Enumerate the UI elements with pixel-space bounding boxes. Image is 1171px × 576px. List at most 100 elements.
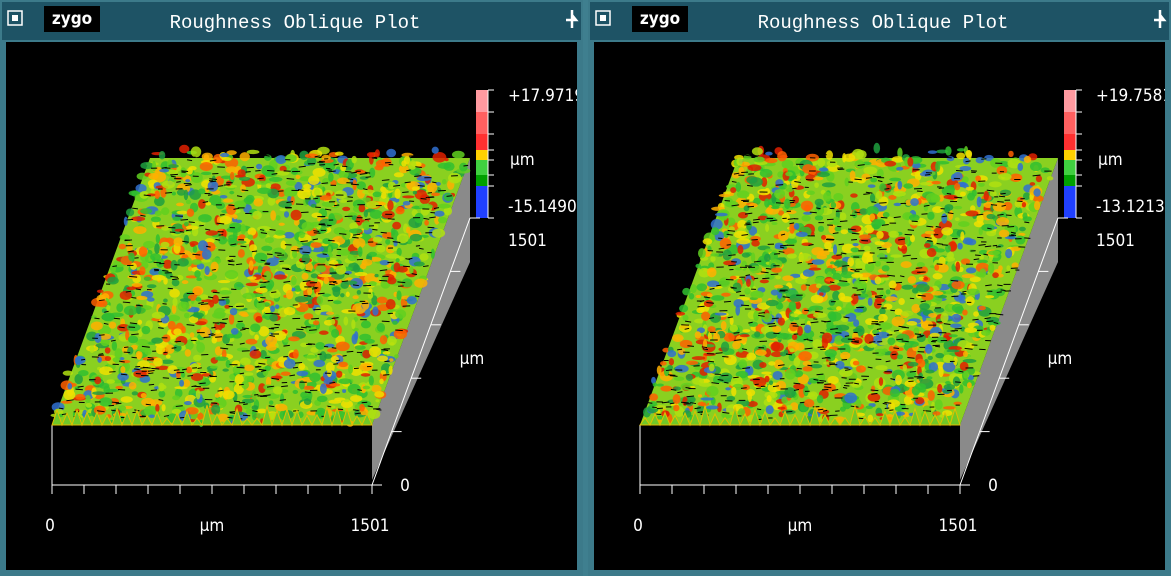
surface-texture [444, 193, 454, 201]
surface-texture [669, 358, 674, 365]
surface-texture [120, 366, 125, 373]
surface-texture [173, 328, 181, 335]
surface-texture [788, 233, 796, 239]
surface-texture [344, 317, 349, 326]
surface-texture [1041, 167, 1050, 173]
surface-texture [173, 298, 178, 307]
surface-texture [827, 160, 838, 167]
surface-texture [924, 243, 931, 248]
surface-texture [373, 236, 383, 242]
plot-canvas: zygoRoughness Oblique Plot+19.75815µm-13… [588, 0, 1171, 576]
screen: zygoRoughness Oblique Plot+17.97190µm-15… [0, 0, 1171, 576]
surface-contour [229, 412, 235, 413]
scale-unit: µm [510, 150, 535, 170]
surface-texture [851, 247, 860, 252]
surface-texture [99, 383, 109, 389]
surface-texture [409, 267, 413, 274]
surface-texture [901, 261, 912, 268]
plot-window: zygoRoughness Oblique Plot+17.97190µm-15… [0, 0, 583, 576]
surface-texture [798, 351, 812, 361]
surface-texture [328, 400, 341, 404]
surface-texture [112, 341, 117, 351]
surface-texture [310, 242, 321, 248]
surface-texture [917, 262, 925, 267]
surface-texture [1006, 265, 1010, 271]
surface-contour [267, 170, 274, 171]
surface-texture [311, 273, 318, 278]
surface-texture [205, 266, 210, 275]
surface-texture [719, 277, 730, 287]
surface-texture [341, 281, 349, 288]
surface-contour [668, 375, 675, 376]
surface-texture [252, 405, 259, 410]
colorbar-segment [476, 150, 488, 160]
surface-texture [208, 181, 219, 192]
surface-texture [230, 172, 234, 180]
surface-texture [801, 215, 810, 222]
surface-texture [850, 193, 858, 197]
surface-contour [951, 296, 958, 297]
surface-texture [94, 376, 101, 384]
surface-contour [140, 368, 148, 369]
surface-texture [228, 234, 237, 240]
surface-texture [246, 283, 259, 287]
surface-texture [1019, 227, 1026, 232]
surface-texture [840, 407, 846, 412]
surface-contour [893, 348, 899, 349]
surface-texture [707, 267, 716, 277]
surface-texture [819, 167, 829, 171]
surface-texture [819, 292, 824, 295]
surface-texture [244, 375, 253, 382]
surface-texture [959, 166, 971, 171]
surface-texture [840, 352, 850, 360]
surface-texture [766, 332, 777, 339]
surface-texture [679, 305, 688, 313]
surface-texture [218, 280, 230, 283]
surface-texture [140, 208, 152, 214]
surface-texture [723, 261, 736, 266]
surface-contour [892, 354, 897, 355]
surface-texture [822, 182, 836, 187]
surface-texture [255, 316, 262, 323]
surface-texture [358, 246, 363, 257]
surface-texture [935, 353, 944, 358]
surface-contour [319, 224, 326, 225]
surface-texture [231, 328, 239, 335]
surface-texture [438, 217, 447, 224]
surface-texture [132, 391, 138, 395]
surface-texture [359, 363, 373, 371]
surface-texture [686, 361, 698, 365]
surface-texture [338, 378, 351, 384]
surface-contour [776, 203, 784, 204]
surface-texture [224, 305, 230, 309]
surface-texture [932, 206, 943, 213]
surface-texture [336, 265, 347, 275]
surface-contour [753, 222, 759, 223]
surface-texture [804, 324, 811, 333]
scale-min: -15.14904 [508, 197, 583, 217]
surface-contour [927, 241, 933, 242]
surface-texture [249, 260, 254, 270]
surface-texture [97, 290, 104, 293]
surface-texture [963, 371, 969, 379]
surface-texture [175, 229, 185, 232]
surface-texture [908, 362, 919, 367]
surface-texture [842, 153, 846, 163]
surface-texture [191, 146, 202, 157]
surface-texture [928, 150, 937, 154]
surface-texture [806, 190, 815, 195]
colorbar-segment [1064, 150, 1076, 160]
surface-texture [419, 204, 433, 210]
surface-texture [244, 365, 254, 372]
surface-texture [376, 245, 385, 253]
surface-texture [862, 253, 873, 264]
surface-texture [811, 295, 824, 304]
surface-contour [254, 350, 259, 351]
surface-texture [284, 359, 296, 369]
surface-texture [216, 202, 225, 209]
surface-texture [155, 210, 162, 216]
surface-contour [741, 388, 747, 389]
surface-texture [730, 317, 734, 325]
surface-texture [313, 360, 325, 367]
surface-texture [973, 311, 979, 317]
